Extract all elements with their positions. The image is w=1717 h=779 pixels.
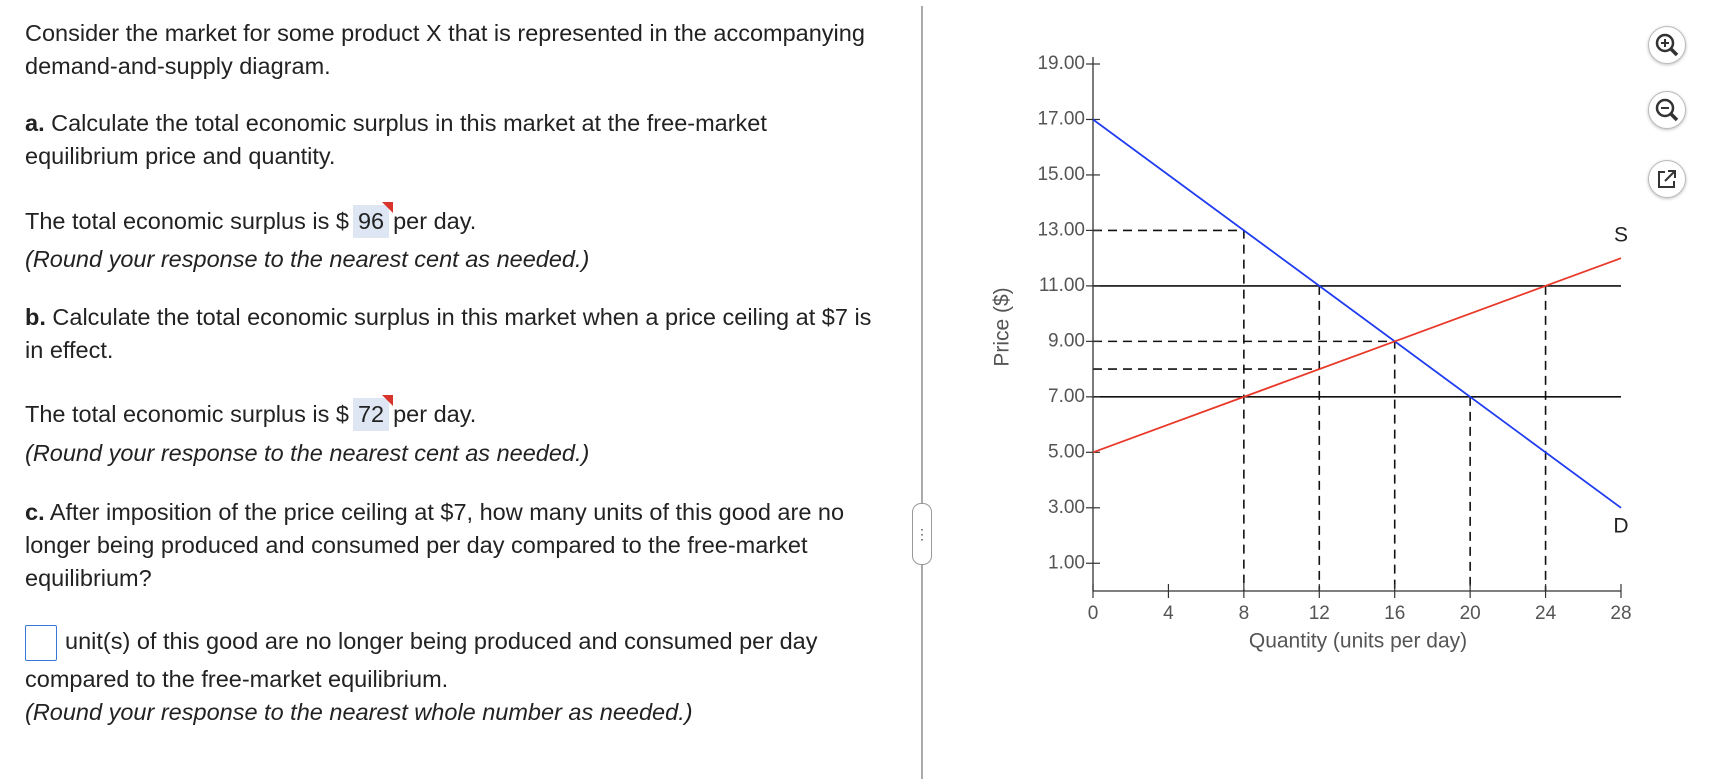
y-tick-label: 9.00 [1048,330,1085,351]
x-axis-label: Quantity (units per day) [1249,630,1467,653]
x-tick-label: 12 [1309,603,1330,624]
guide-line [1093,229,1245,591]
series-label: S [1614,224,1628,247]
zoom-out-icon [1655,98,1679,122]
series-line [1092,118,1622,509]
x-tick-label: 16 [1384,603,1405,624]
y-tick-label: 11.00 [1039,275,1085,296]
divider [921,6,923,779]
y-axis-label: Price ($) [991,287,1014,366]
x-tick-label: 28 [1610,603,1631,624]
y-tick-label: 5.00 [1048,441,1085,462]
y-tick-label: 17.00 [1037,108,1085,129]
x-tick-label: 8 [1239,603,1250,624]
part-text: Calculate the total economic surplus in … [25,110,767,169]
divider-handle[interactable]: ⋮ [912,503,932,565]
part-b: b. Calculate the total economic surplus … [25,301,885,367]
answer-suffix: unit(s) of this good are no longer being… [25,628,818,692]
part-text: Calculate the total economic surplus in … [25,304,872,363]
part-label: a. [25,110,45,136]
part-label: c. [25,499,45,525]
x-tick-label: 20 [1460,603,1481,624]
y-tick-label: 13.00 [1037,219,1085,240]
series-label: D [1613,514,1628,537]
hint-c: (Round your response to the nearest whol… [25,696,885,729]
zoom-in-icon [1655,33,1679,57]
answer-b: The total economic surplus is $72 per day… [25,395,885,431]
hint-b: (Round your response to the nearest cent… [25,437,885,470]
answer-prefix: The total economic surplus is $ [25,401,349,427]
answer-field[interactable]: 72 [352,395,394,431]
part-text: After imposition of the price ceiling at… [25,499,845,591]
y-tick-label: 1.00 [1048,552,1085,573]
popout-button[interactable] [1648,160,1686,198]
y-tick-label: 3.00 [1048,497,1085,518]
hint: (Round your response to the nearest whol… [25,699,693,725]
part-a: a. Calculate the total economic surplus … [25,107,885,173]
part-label: b. [25,304,46,330]
hint: (Round your response to the nearest cent… [25,440,590,466]
intro: Consider the market for some product X t… [25,20,865,79]
y-tick-label: 7.00 [1048,386,1085,407]
zoom-out-button[interactable] [1648,91,1686,129]
answer-c: unit(s) of this good are no longer being… [25,623,885,697]
popout-icon [1658,170,1676,188]
y-tick-label: 15.00 [1037,164,1085,185]
answer-field[interactable]: 96 [352,202,394,238]
answer-suffix: per day. [393,401,477,427]
answer-a: The total economic surplus is $96 per day… [25,202,885,238]
x-tick-label: 24 [1535,603,1557,624]
x-tick-label: 0 [1088,603,1099,624]
zoom-in-button[interactable] [1648,26,1686,64]
hint-a: (Round your response to the nearest cent… [25,243,885,276]
hint: (Round your response to the nearest cent… [25,246,590,272]
answer-suffix: per day. [393,208,477,234]
x-tick-label: 4 [1163,603,1174,624]
y-tick-label: 19.00 [1037,53,1085,74]
series-line [1092,257,1622,454]
part-c: c. After imposition of the price ceiling… [25,496,885,595]
answer-prefix: The total economic surplus is $ [25,208,349,234]
